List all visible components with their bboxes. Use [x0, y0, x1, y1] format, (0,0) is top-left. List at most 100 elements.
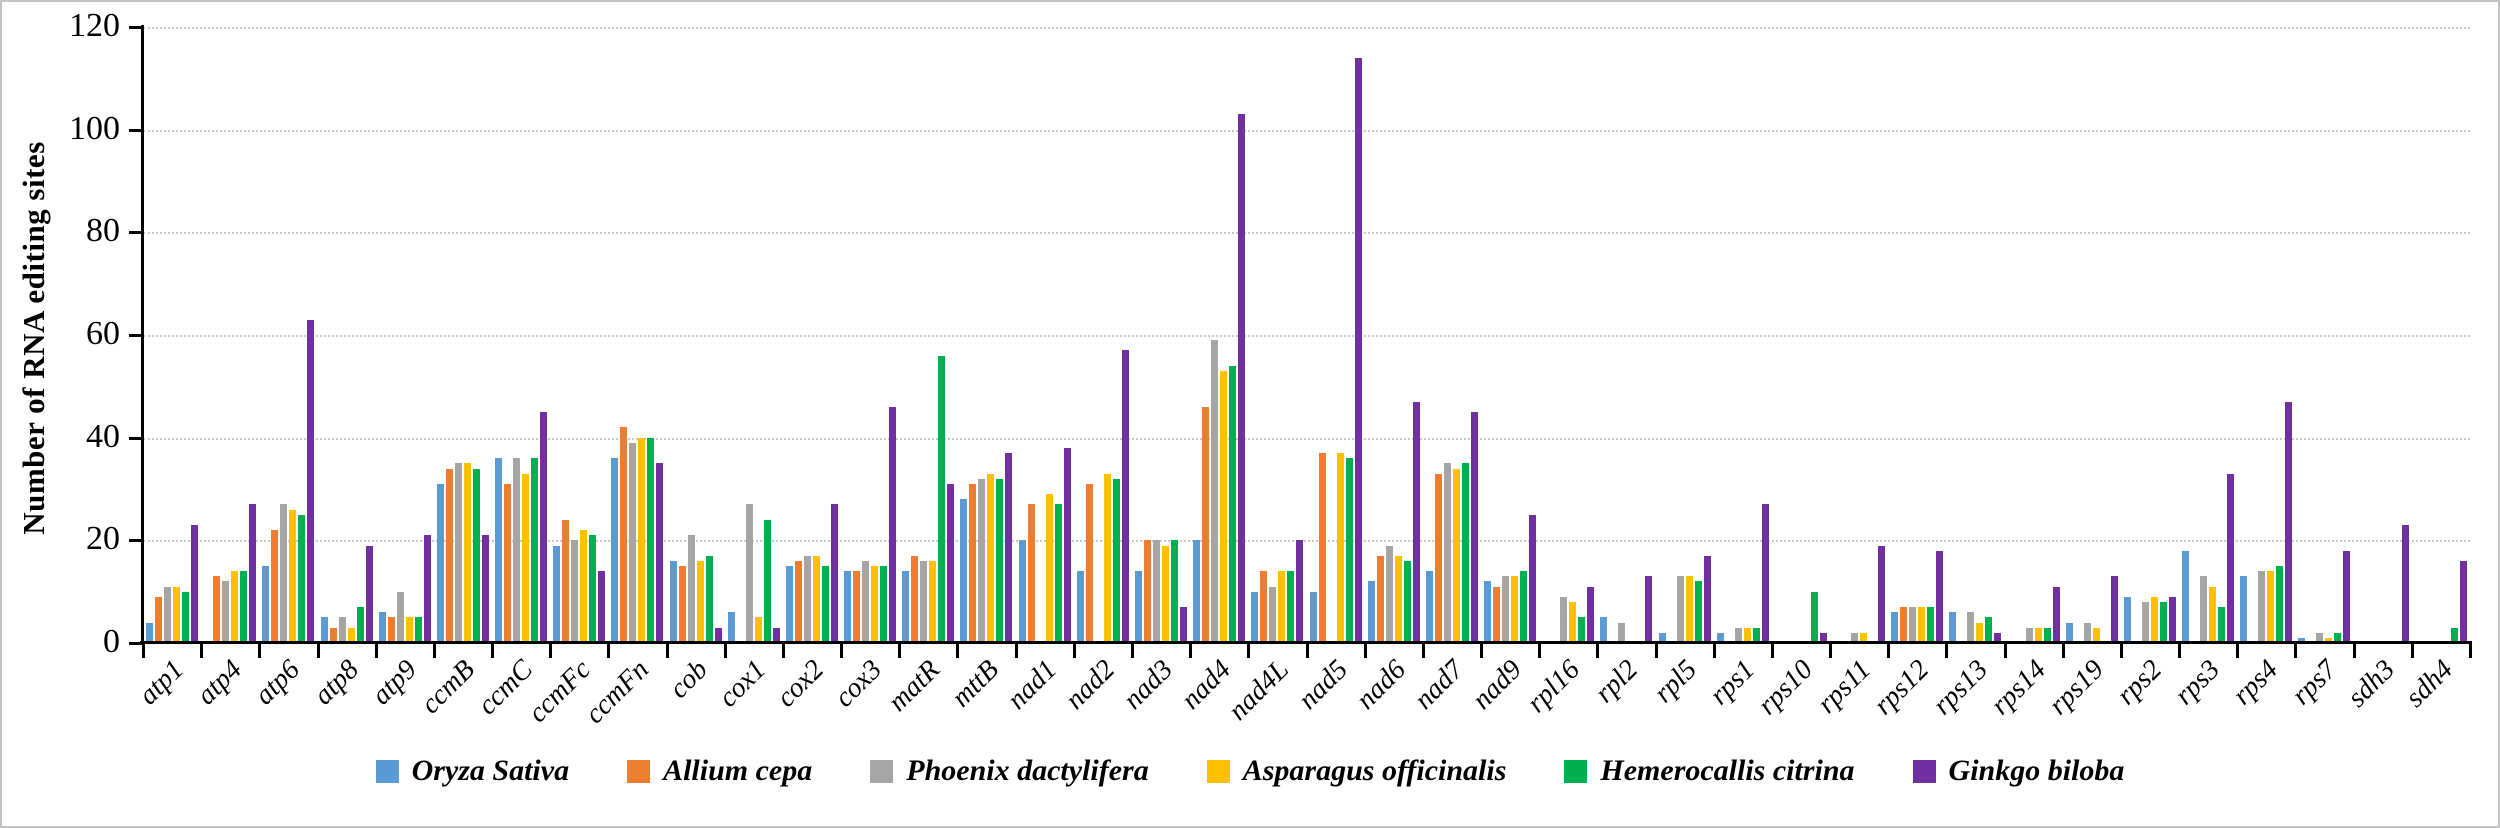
bar-phoenix-dactylifera-ccmC — [513, 458, 521, 643]
y-tick-label-120: 120 — [69, 7, 120, 44]
bar-oryza-sativa-rps4 — [2240, 576, 2248, 643]
bar-hemerocallis-citrina-nad9 — [1520, 571, 1528, 643]
bar-allium-cepa-ccmB — [445, 468, 453, 643]
legend-swatch-icon — [1206, 759, 1230, 783]
bar-group-cob — [667, 27, 725, 643]
bar-asparagus-officinalis-rps7 — [2325, 637, 2333, 643]
legend-swatch-icon — [375, 759, 399, 783]
x-tick-mark-3 — [316, 643, 320, 658]
bar-ginkgo-biloba-rps19 — [2110, 576, 2118, 643]
x-tick-mark-19 — [1247, 643, 1251, 658]
bar-ginkgo-biloba-atp4 — [249, 504, 257, 643]
bar-group-sdh3 — [2354, 27, 2412, 643]
bar-ginkgo-biloba-matR — [947, 483, 955, 643]
y-tick-mark-80 — [129, 231, 143, 235]
bar-asparagus-officinalis-rps4 — [2267, 571, 2275, 643]
x-tick-mark-14 — [956, 643, 960, 658]
bar-oryza-sativa-atp1 — [146, 622, 154, 643]
legend-label: Phoenix dactylifera — [906, 754, 1149, 787]
x-tick-mark-20 — [1305, 643, 1309, 658]
bar-hemerocallis-citrina-nad4L — [1287, 571, 1295, 643]
bar-phoenix-dactylifera-rps14 — [2025, 627, 2033, 643]
x-tick-mark-9 — [665, 643, 669, 658]
bar-hemerocallis-citrina-rps12 — [1927, 607, 1935, 643]
bar-group-nad7 — [1423, 27, 1481, 643]
bar-oryza-sativa-rps13 — [1949, 612, 1957, 643]
bar-hemerocallis-citrina-nad6 — [1403, 560, 1411, 643]
bar-allium-cepa-cob — [678, 566, 686, 643]
bar-group-cox1 — [725, 27, 783, 643]
bar-hemerocallis-citrina-rps1 — [1752, 627, 1760, 643]
bar-oryza-sativa-ccmC — [495, 458, 503, 643]
bar-phoenix-dactylifera-rps4 — [2258, 571, 2266, 643]
gridline-y60 — [143, 335, 2470, 337]
bar-group-rps12 — [1888, 27, 1946, 643]
bar-phoenix-dactylifera-atp9 — [396, 591, 404, 643]
bar-groups — [143, 27, 2470, 643]
bar-group-rps19 — [2063, 27, 2121, 643]
bar-asparagus-officinalis-cox1 — [754, 617, 762, 643]
bar-hemerocallis-citrina-ccmFc — [589, 535, 597, 643]
bar-phoenix-dactylifera-rps19 — [2083, 622, 2091, 643]
bar-group-cox3 — [841, 27, 899, 643]
bar-asparagus-officinalis-nad1 — [1045, 494, 1053, 643]
bar-oryza-sativa-rps12 — [1891, 612, 1899, 643]
bar-hemerocallis-citrina-rps4 — [2276, 566, 2284, 643]
x-tick-mark-2 — [258, 643, 262, 658]
bar-ginkgo-biloba-atp9 — [423, 535, 431, 643]
bar-phoenix-dactylifera-nad4 — [1211, 340, 1219, 643]
bar-group-rps11 — [1830, 27, 1888, 643]
x-tick-mark-37 — [2294, 643, 2298, 658]
bar-asparagus-officinalis-rps2 — [2150, 596, 2158, 643]
legend-label: Ginkgo biloba — [1948, 754, 2125, 787]
bar-ginkgo-biloba-rps4 — [2285, 401, 2293, 643]
bar-asparagus-officinalis-rps11 — [1860, 632, 1868, 643]
bar-hemerocallis-citrina-rpl16 — [1578, 617, 1586, 643]
gridline-y40 — [143, 437, 2470, 440]
bar-group-rpl2 — [1597, 27, 1655, 643]
bar-phoenix-dactylifera-mttB — [978, 478, 986, 643]
bar-allium-cepa-rps12 — [1900, 607, 1908, 643]
x-tick-mark-0 — [142, 643, 145, 658]
bar-group-atp4 — [201, 27, 259, 643]
bar-hemerocallis-citrina-atp9 — [414, 617, 422, 643]
x-tick-mark-32 — [2003, 643, 2007, 658]
bar-oryza-sativa-nad9 — [1484, 581, 1492, 643]
legend-item-phoenix-dactylifera: Phoenix dactylifera — [870, 754, 1149, 788]
bar-asparagus-officinalis-cox2 — [812, 555, 820, 643]
bar-group-nad3 — [1132, 27, 1190, 643]
gridline-y120 — [143, 27, 2470, 29]
bar-hemerocallis-citrina-cox1 — [763, 519, 771, 643]
bar-asparagus-officinalis-nad3 — [1162, 545, 1169, 643]
bar-ginkgo-biloba-cox3 — [889, 406, 897, 643]
bar-asparagus-officinalis-rps12 — [1918, 607, 1926, 643]
legend-item-allium-cepa: Allium cepa — [627, 754, 812, 788]
bar-hemerocallis-citrina-rps13 — [1985, 617, 1993, 643]
bar-asparagus-officinalis-nad6 — [1394, 555, 1402, 643]
x-tick-mark-12 — [840, 643, 844, 658]
legend: Oryza Sativa Allium cepa Phoenix dactylife… — [2, 754, 2498, 788]
bar-group-atp1 — [143, 27, 201, 643]
bar-ginkgo-biloba-atp8 — [365, 545, 373, 643]
bar-group-matR — [899, 27, 957, 643]
bar-asparagus-officinalis-atp8 — [347, 627, 355, 643]
bar-asparagus-officinalis-nad7 — [1452, 468, 1460, 643]
bar-oryza-sativa-rps7 — [2298, 637, 2306, 643]
bar-asparagus-officinalis-matR — [929, 560, 937, 643]
bar-oryza-sativa-nad3 — [1135, 571, 1142, 643]
bar-phoenix-dactylifera-rps3 — [2200, 576, 2208, 643]
legend-swatch-icon — [870, 759, 894, 783]
x-tick-mark-28 — [1770, 643, 1774, 658]
bar-ginkgo-biloba-nad3 — [1180, 607, 1187, 643]
bar-phoenix-dactylifera-atp1 — [164, 586, 172, 643]
bar-oryza-sativa-cox1 — [727, 612, 735, 643]
bar-allium-cepa-nad1 — [1027, 504, 1035, 643]
bar-allium-cepa-nad4L — [1260, 571, 1268, 643]
bar-asparagus-officinalis-atp1 — [173, 586, 181, 643]
bar-ginkgo-biloba-nad2 — [1121, 350, 1129, 643]
y-tick-label-0: 0 — [103, 623, 120, 660]
bar-ginkgo-biloba-cob — [714, 627, 722, 643]
bar-asparagus-officinalis-nad2 — [1103, 473, 1111, 643]
legend-label: Allium cepa — [663, 754, 813, 787]
